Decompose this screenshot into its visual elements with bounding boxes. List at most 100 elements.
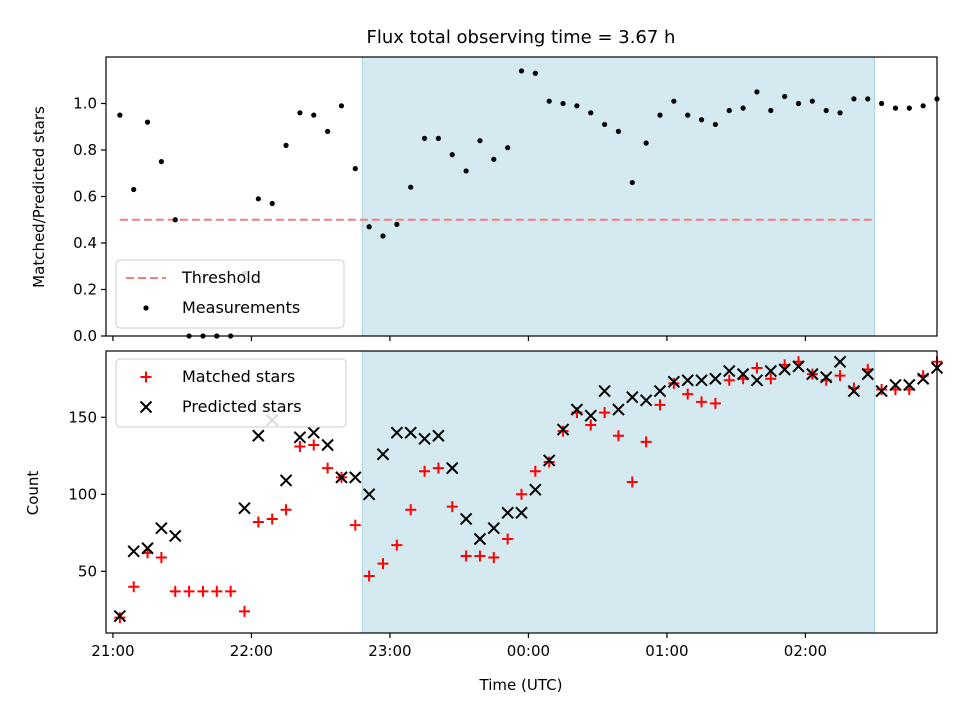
- data-point: [851, 96, 857, 102]
- data-point-matched: [391, 539, 403, 551]
- data-point: [421, 135, 428, 141]
- shaded-span: [361, 56, 876, 337]
- data-point-matched: [363, 570, 375, 582]
- data-point: [394, 221, 400, 227]
- x-tick-label: 23:00: [368, 642, 411, 660]
- data-point-matched: [585, 419, 597, 431]
- data-point-predicted: [681, 374, 694, 387]
- data-point-matched: [183, 585, 195, 597]
- data-point-predicted: [903, 378, 916, 392]
- data-point: [712, 121, 719, 128]
- chart-title: Flux total observing time = 3.67 h: [367, 27, 676, 48]
- data-point-matched: [252, 516, 264, 528]
- data-point-matched: [502, 533, 514, 545]
- data-point: [560, 100, 566, 107]
- data-point-matched: [239, 605, 250, 617]
- data-point: [117, 112, 123, 118]
- data-point-predicted: [709, 372, 722, 385]
- data-point-matched: [197, 585, 209, 597]
- data-point-matched: [723, 374, 735, 386]
- data-point: [380, 233, 386, 239]
- data-point-matched: [682, 388, 694, 400]
- data-point-matched: [294, 441, 306, 453]
- data-point: [158, 159, 164, 165]
- data-point-predicted: [459, 512, 473, 526]
- data-point-matched: [377, 558, 389, 570]
- data-point-predicted: [750, 374, 764, 387]
- data-point-matched: [432, 462, 444, 474]
- data-point-matched: [834, 370, 846, 382]
- legend-label: Matched stars: [182, 367, 295, 386]
- data-point: [297, 110, 303, 116]
- data-point-matched: [169, 585, 181, 597]
- x-tick-label: 01:00: [645, 642, 688, 660]
- data-point-predicted: [404, 426, 417, 439]
- data-point-predicted: [916, 372, 930, 385]
- data-point: [629, 179, 635, 186]
- data-point-matched: [225, 585, 237, 597]
- data-point-matched: [446, 501, 458, 513]
- data-point-matched: [709, 397, 721, 409]
- data-point: [698, 117, 705, 123]
- data-point-predicted: [515, 506, 528, 520]
- y-tick-label: 0.8: [73, 141, 97, 159]
- legend: Matched stars Predicted stars: [115, 358, 347, 428]
- data-point-matched: [308, 439, 320, 451]
- legend-label: Predicted stars: [182, 397, 302, 416]
- data-point-predicted: [612, 403, 625, 416]
- data-point-predicted: [723, 364, 736, 378]
- data-point: [449, 152, 455, 158]
- data-point-predicted: [736, 367, 750, 381]
- legend-x-handle: [139, 400, 153, 414]
- data-point-predicted: [778, 363, 791, 376]
- data-point-predicted: [819, 370, 833, 384]
- legend-plus-handle: [140, 371, 152, 383]
- legend-box: [115, 259, 345, 329]
- data-point: [311, 112, 317, 118]
- data-point-predicted: [667, 375, 681, 389]
- data-point-matched: [322, 462, 334, 474]
- data-point-predicted: [487, 522, 501, 535]
- data-point-predicted: [252, 429, 265, 442]
- data-point: [879, 100, 885, 107]
- data-point-predicted: [653, 384, 667, 398]
- data-point: [408, 184, 414, 190]
- data-point-predicted: [113, 609, 127, 623]
- data-point: [463, 168, 469, 174]
- data-point-matched: [280, 504, 292, 516]
- data-point-predicted: [376, 448, 390, 461]
- data-point-matched: [696, 396, 708, 408]
- data-point-predicted: [321, 438, 334, 452]
- data-point-predicted: [293, 431, 307, 444]
- data-point-predicted: [861, 367, 874, 381]
- data-point-predicted: [141, 542, 154, 555]
- data-point: [255, 196, 261, 202]
- data-point: [435, 135, 441, 141]
- data-point-predicted: [556, 423, 570, 436]
- data-point-predicted: [584, 409, 597, 422]
- data-point-matched: [419, 465, 431, 477]
- top-y-axis-label: Matched/Predicted stars: [30, 106, 48, 288]
- data-point-predicted: [570, 403, 584, 416]
- data-point-matched: [876, 384, 888, 396]
- data-point-predicted: [169, 529, 182, 543]
- data-point-matched: [543, 456, 555, 468]
- bottom-y-axis-label: Count: [24, 471, 42, 516]
- data-point-predicted: [155, 522, 168, 535]
- data-point-predicted: [238, 501, 251, 515]
- data-point: [768, 107, 774, 114]
- y-tick-label: 0.4: [73, 234, 97, 252]
- data-point: [144, 119, 151, 125]
- data-point-predicted: [792, 360, 805, 373]
- y-tick-label: 0.2: [73, 281, 97, 299]
- data-point: [865, 96, 871, 102]
- data-point: [685, 112, 691, 118]
- data-point-matched: [266, 513, 278, 525]
- data-point: [491, 156, 497, 162]
- data-point: [671, 98, 677, 104]
- data-point-predicted: [847, 384, 861, 398]
- data-point: [906, 105, 912, 111]
- data-point-matched: [654, 399, 666, 411]
- bottom-panel: 21:00 22:00 23:00 00:00 01:00 02:00 50 100 150 Ma…: [68, 350, 944, 660]
- x-tick-label: 00:00: [507, 642, 550, 660]
